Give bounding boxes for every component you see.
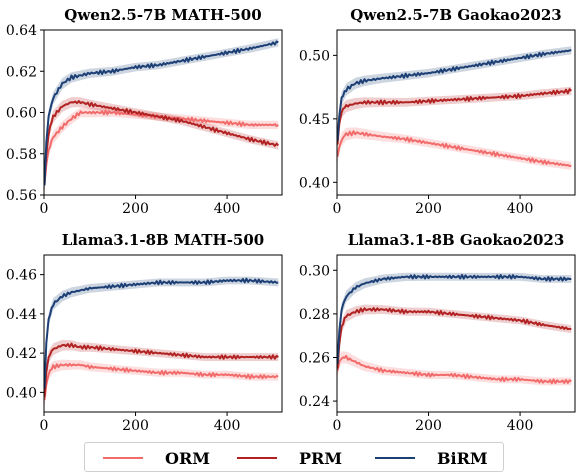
- y-tick-label: 0.44: [6, 307, 37, 323]
- x-tick-label: 0: [40, 418, 49, 434]
- x-tick-label: 400: [507, 418, 534, 434]
- x-tick-label: 0: [333, 418, 342, 434]
- x-tick-label: 200: [415, 418, 442, 434]
- y-tick-label: 0.56: [6, 188, 37, 204]
- legend-line-orm: [103, 457, 143, 459]
- y-tick-label: 0.60: [6, 106, 37, 122]
- panel-1: Qwen2.5-7B MATH-500 0 200 400 0.56 0.58 0.60 0.…: [6, 6, 282, 217]
- x-tick-label: 400: [214, 201, 241, 217]
- x-tick-label: 400: [507, 201, 534, 217]
- legend-item-orm: ORM: [103, 443, 210, 473]
- y-tick-label: 0.46: [6, 268, 37, 284]
- band-prm: [338, 87, 572, 151]
- panel-title: Qwen2.5-7B Gaokao2023: [350, 6, 562, 24]
- y-tick-label: 0.45: [299, 112, 330, 128]
- y-tick-label: 0.62: [6, 64, 37, 80]
- x-tick-label: 400: [214, 418, 241, 434]
- x-tick-label: 200: [415, 201, 442, 217]
- band-orm: [338, 127, 572, 170]
- y-tick-label: 0.30: [299, 263, 330, 279]
- y-tick-label: 0.28: [299, 307, 330, 323]
- y-tick-label: 0.26: [299, 350, 330, 366]
- y-tick-label: 0.42: [6, 346, 37, 362]
- legend-item-birm: BiRM: [375, 443, 488, 473]
- legend-label-birm: BiRM: [437, 449, 488, 468]
- x-tick-label: 200: [122, 418, 149, 434]
- x-tick-label: 0: [40, 201, 49, 217]
- y-tick-label: 0.40: [299, 175, 330, 191]
- y-tick-label: 0.64: [6, 23, 37, 39]
- band-orm: [45, 360, 279, 407]
- panel-title: Llama3.1-8B MATH-500: [62, 231, 265, 249]
- panel-2: Qwen2.5-7B Gaokao2023 0 200 400 0.40 0.45 0.50: [299, 6, 575, 217]
- panel-4: Llama3.1-8B Gaokao2023 0 200 400 0.24 0.26 0.2…: [299, 231, 575, 434]
- panel-3: Llama3.1-8B MATH-500 0 200 400 0.40 0.42 0.44 0…: [6, 231, 282, 434]
- y-tick-label: 0.40: [6, 385, 37, 401]
- y-tick-label: 0.24: [299, 394, 330, 410]
- series-line-birm: [338, 275, 572, 364]
- legend: ORM PRM BiRM: [84, 442, 504, 472]
- y-tick-label: 0.50: [299, 48, 330, 64]
- legend-item-prm: PRM: [237, 443, 342, 473]
- legend-label-prm: PRM: [299, 449, 342, 468]
- x-tick-label: 200: [122, 201, 149, 217]
- panel-title: Llama3.1-8B Gaokao2023: [348, 231, 565, 249]
- y-tick-label: 0.58: [6, 147, 37, 163]
- legend-line-birm: [375, 457, 415, 459]
- legend-label-orm: ORM: [165, 449, 210, 468]
- panel-title: Qwen2.5-7B MATH-500: [64, 6, 261, 24]
- legend-line-prm: [237, 457, 277, 459]
- x-tick-label: 0: [333, 201, 342, 217]
